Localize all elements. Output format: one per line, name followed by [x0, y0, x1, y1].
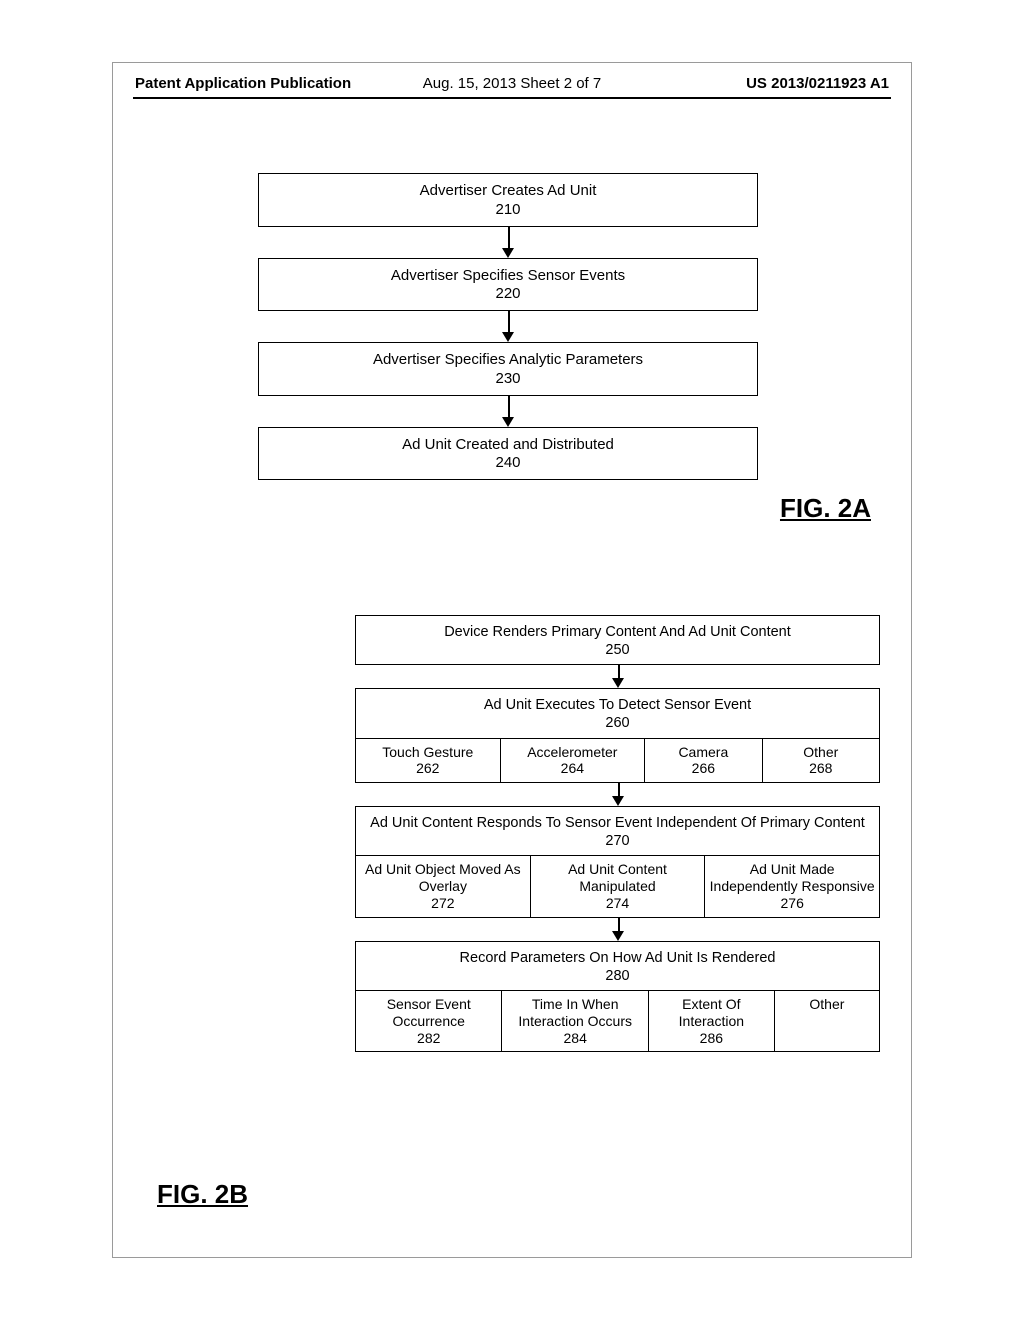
cell-264: Accelerometer 264	[501, 738, 646, 783]
block-num: 250	[605, 642, 629, 658]
cell-num: 262	[416, 760, 439, 776]
cell-text: Touch Gesture	[382, 744, 473, 760]
step-num: 240	[265, 454, 751, 473]
block-num: 260	[605, 715, 629, 731]
fig-2b-label: FIG. 2B	[157, 1179, 248, 1210]
cell-text: Ad Unit Content Manipulated	[568, 861, 667, 894]
block-title: Device Renders Primary Content And Ad Un…	[444, 624, 791, 640]
block-num: 280	[605, 968, 629, 984]
step-210: Advertiser Creates Ad Unit 210	[258, 173, 758, 227]
cell-266: Camera 266	[645, 738, 762, 783]
fig-2a-label: FIG. 2A	[780, 493, 871, 524]
flowchart-2a: Advertiser Creates Ad Unit 210 Advertise…	[258, 173, 758, 480]
cell-text: Other	[809, 996, 844, 1012]
cell-272: Ad Unit Object Moved As Overlay 272	[356, 855, 531, 916]
cell-num: 274	[606, 895, 629, 911]
step-text: Ad Unit Created and Distributed	[402, 436, 614, 453]
block-num: 270	[605, 833, 629, 849]
cell-286: Extent Of Interaction 286	[649, 990, 775, 1051]
step-num: 230	[265, 370, 751, 389]
step-num: 220	[265, 285, 751, 304]
cell-num: 284	[564, 1030, 587, 1046]
cell-num: 286	[700, 1030, 723, 1046]
flowchart-2b: Device Renders Primary Content And Ad Un…	[355, 615, 880, 1052]
block-title: Ad Unit Content Responds To Sensor Event…	[370, 815, 865, 831]
block-250: Device Renders Primary Content And Ad Un…	[355, 615, 880, 665]
cell-other: Other	[775, 990, 879, 1051]
patent-page: Patent Application Publication Aug. 15, …	[112, 62, 912, 1258]
cell-276: Ad Unit Made Independently Responsive 27…	[705, 855, 879, 916]
cell-text: Ad Unit Made Independently Responsive	[710, 861, 875, 894]
block-270-cells: Ad Unit Object Moved As Overlay 272 Ad U…	[356, 855, 879, 916]
step-240: Ad Unit Created and Distributed 240	[258, 427, 758, 481]
step-220: Advertiser Specifies Sensor Events 220	[258, 258, 758, 312]
step-text: Advertiser Creates Ad Unit	[420, 182, 597, 199]
cell-268: Other 268	[763, 738, 879, 783]
cell-num: 266	[692, 760, 715, 776]
block-280-cells: Sensor Event Occurrence 282 Time In When…	[356, 990, 879, 1051]
cell-284: Time In When Interaction Occurs 284	[502, 990, 648, 1051]
cell-text: Time In When Interaction Occurs	[518, 996, 632, 1029]
block-280: Record Parameters On How Ad Unit Is Rend…	[355, 941, 880, 1053]
cell-282: Sensor Event Occurrence 282	[356, 990, 502, 1051]
cell-text: Sensor Event Occurrence	[387, 996, 471, 1029]
cell-text: Accelerometer	[527, 744, 617, 760]
block-260-cells: Touch Gesture 262 Accelerometer 264 Came…	[356, 738, 879, 783]
block-title: Record Parameters On How Ad Unit Is Rend…	[460, 950, 776, 966]
cell-text: Other	[803, 744, 838, 760]
cell-num: 268	[809, 760, 832, 776]
header-rule	[133, 97, 891, 99]
step-num: 210	[265, 201, 751, 220]
header-right: US 2013/0211923 A1	[746, 75, 889, 92]
step-text: Advertiser Specifies Sensor Events	[391, 267, 625, 284]
cell-num: 276	[781, 895, 804, 911]
cell-274: Ad Unit Content Manipulated 274	[531, 855, 706, 916]
cell-text: Ad Unit Object Moved As Overlay	[365, 861, 521, 894]
cell-text: Extent Of Interaction	[679, 996, 744, 1029]
cell-text: Camera	[678, 744, 728, 760]
step-230: Advertiser Specifies Analytic Parameters…	[258, 342, 758, 396]
cell-num: 282	[417, 1030, 440, 1046]
block-260: Ad Unit Executes To Detect Sensor Event …	[355, 688, 880, 783]
cell-num: 272	[431, 895, 454, 911]
cell-num: 264	[561, 760, 584, 776]
cell-262: Touch Gesture 262	[356, 738, 501, 783]
block-270: Ad Unit Content Responds To Sensor Event…	[355, 806, 880, 918]
step-text: Advertiser Specifies Analytic Parameters	[373, 351, 643, 368]
block-title: Ad Unit Executes To Detect Sensor Event	[484, 697, 751, 713]
